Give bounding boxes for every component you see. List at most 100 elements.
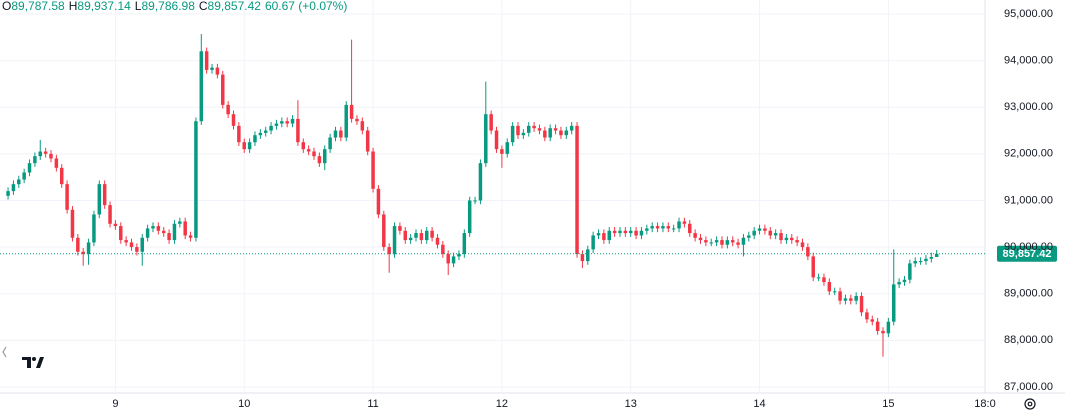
candle-body <box>822 277 826 283</box>
candle-body <box>285 121 289 124</box>
candle-body <box>242 142 246 150</box>
candle-body <box>934 253 939 257</box>
candle-body <box>698 237 703 241</box>
candle-body <box>671 228 676 230</box>
ohlc-legend: O89,787.58 H89,937.14 L89,786.98 C89,857.42… <box>2 0 347 13</box>
candle-body <box>446 254 450 264</box>
settings-icon[interactable] <box>1024 398 1036 410</box>
candle-body <box>312 151 316 157</box>
candle-body <box>247 142 252 150</box>
candle-body <box>655 226 660 229</box>
candle-body <box>462 233 467 255</box>
candle-body <box>693 233 697 238</box>
candle-body <box>784 237 789 241</box>
candle-body <box>779 233 783 241</box>
x-tick-label: 15 <box>882 398 894 410</box>
last-price-box <box>997 245 1057 262</box>
candle-body <box>752 230 756 236</box>
candle-body <box>457 254 461 257</box>
x-tick-label: 12 <box>496 398 508 410</box>
candle-body <box>548 128 552 138</box>
candle-body <box>467 200 472 234</box>
legend-value: 89,857.42 <box>208 0 262 13</box>
candle-body <box>59 167 64 185</box>
candle-body <box>575 125 579 255</box>
legend-value: 89,786.98 <box>141 0 195 13</box>
candle-body <box>183 221 187 236</box>
candle-body <box>113 223 118 227</box>
candle-body <box>532 125 536 129</box>
overlay: 89,857.42 <box>0 245 1057 262</box>
candle-body <box>849 298 853 301</box>
candle-body <box>178 221 182 224</box>
candle-body <box>607 230 611 241</box>
candle-body <box>258 132 263 136</box>
candle-body <box>97 184 102 215</box>
candle-body <box>145 228 150 238</box>
legend-text: O89,787.58 H89,937.14 L89,786.98 C89,857.42… <box>2 0 347 13</box>
x-tick-label: 11 <box>367 398 378 410</box>
candle-body <box>161 230 166 234</box>
candle-body <box>795 240 799 243</box>
candle-body <box>38 151 43 157</box>
candle-body <box>865 312 869 320</box>
candle-body <box>521 132 526 136</box>
candle-body <box>339 130 343 138</box>
candle-body <box>806 247 810 257</box>
candle-body <box>430 230 434 238</box>
candle-body <box>221 74 225 105</box>
candle-body <box>757 228 762 231</box>
candle-body <box>172 223 177 241</box>
candle-body <box>333 130 338 138</box>
candle-body <box>725 240 730 245</box>
candle-body <box>634 230 638 236</box>
candle-body <box>682 221 687 224</box>
candle-body <box>832 291 837 293</box>
candle-body <box>65 184 69 210</box>
candle-body <box>269 125 273 131</box>
tradingview-logo <box>22 357 44 368</box>
candle-body <box>489 114 493 131</box>
candle-body <box>666 226 671 229</box>
candle-body <box>650 226 654 229</box>
candle-body <box>543 130 547 138</box>
candle-body <box>419 233 424 241</box>
candle-body <box>17 179 21 185</box>
candle-body <box>451 256 456 264</box>
candle-body <box>854 296 858 301</box>
scroll-left-icon[interactable] <box>2 346 7 358</box>
candle-body <box>290 118 295 124</box>
candle-body <box>838 291 842 301</box>
candle-body <box>22 172 26 180</box>
candle-body <box>473 200 477 202</box>
candle-body <box>768 230 773 236</box>
y-tick-label: 93,000.00 <box>1004 101 1053 113</box>
candle-body <box>355 118 359 122</box>
candle-body <box>586 249 590 262</box>
candle-body <box>140 237 144 252</box>
candle-body <box>505 142 510 154</box>
candle-body <box>317 156 322 164</box>
candle-body <box>811 256 815 278</box>
candle-body <box>591 235 595 250</box>
candle-body <box>720 240 724 245</box>
candle-body <box>677 221 681 229</box>
candle-body <box>231 114 236 126</box>
candle-body <box>237 125 241 143</box>
candle-body <box>714 240 719 243</box>
candle-body <box>392 226 397 255</box>
last-price-label: 89,857.42 <box>1003 248 1052 260</box>
candle-body <box>306 149 311 152</box>
x-tick-label: 14 <box>753 398 765 410</box>
candle-body <box>881 330 885 334</box>
candle-body <box>843 298 848 301</box>
y-tick-label: 89,000.00 <box>1004 288 1053 300</box>
candle-body <box>27 163 32 173</box>
x-tick-label: 18:0 <box>974 398 995 410</box>
candle-body <box>11 184 16 192</box>
y-tick-label: 88,000.00 <box>1004 334 1053 346</box>
candle-body <box>736 242 740 245</box>
gear-hub <box>1027 401 1033 407</box>
candle-body <box>102 184 107 206</box>
x-tick-label: 10 <box>238 398 250 410</box>
